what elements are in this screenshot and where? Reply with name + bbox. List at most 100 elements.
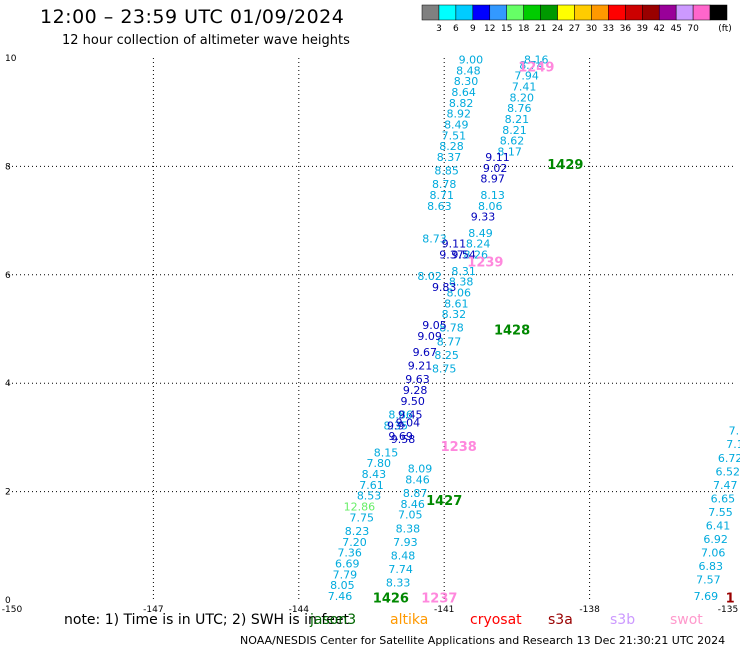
page-title: 12:00 – 23:59 UTC 01/09/2024 xyxy=(40,6,345,28)
colorbar-label: 15 xyxy=(501,24,512,34)
wave-height-point: 7.55 xyxy=(708,506,733,519)
wave-height-point: 9.50 xyxy=(400,395,425,408)
y-tick-label: 0 xyxy=(5,596,11,606)
wave-height-point: 8.74 xyxy=(519,59,544,72)
wave-height-point: 6.65 xyxy=(711,492,736,505)
pass-time-label: 1428 xyxy=(494,323,530,338)
wave-height-point: 6.52 xyxy=(715,465,740,478)
wave-height-point: 9.9 xyxy=(387,419,405,432)
colorbar-swatch xyxy=(506,4,524,21)
wave-height-point: 8.77 xyxy=(437,335,462,348)
wave-height-point: 9.33 xyxy=(471,211,496,224)
colorbar-label: 12 xyxy=(484,24,495,34)
wave-height-point: 6.92 xyxy=(703,533,728,546)
wave-height-point: 8.78 xyxy=(432,178,457,191)
page-subtitle: 12 hour collection of altimeter wave hei… xyxy=(62,33,350,48)
wave-height-point: 8.21 xyxy=(505,113,530,126)
wave-height-point: 8.38 xyxy=(396,522,421,535)
colorbar-swatch xyxy=(523,4,541,21)
legend-cryosat: cryosat xyxy=(470,612,522,628)
wave-height-point: 7.79 xyxy=(333,568,358,581)
wave-height-point: 8.25 xyxy=(434,349,459,362)
wave-height-point: 9.09 xyxy=(417,330,442,343)
colorbar-label: 24 xyxy=(552,24,564,34)
colorbar-label: 9 xyxy=(470,24,476,34)
wave-height-point: 7.93 xyxy=(393,536,418,549)
wave-height-point: 8.28 xyxy=(439,140,464,153)
wave-height-point: 7.46 xyxy=(328,590,353,603)
colorbar-swatch xyxy=(608,4,626,21)
y-tick-label: 6 xyxy=(5,271,11,281)
wave-height-point: 8.71 xyxy=(430,189,455,202)
wave-height-point: 8.24 xyxy=(466,238,491,251)
wave-height-point: 8.32 xyxy=(442,308,467,321)
wave-height-point: 8.53 xyxy=(357,490,382,503)
wave-height-point: 9.05 xyxy=(422,319,447,332)
colorbar-unit: (ft) xyxy=(718,24,732,34)
x-tick-label: -144 xyxy=(289,605,310,615)
wave-height-point: 9.37 xyxy=(439,249,464,262)
colorbar-swatch xyxy=(692,4,711,21)
wave-height-point: 8.09 xyxy=(408,463,433,476)
colorbar-label: 36 xyxy=(620,24,632,34)
wave-height-point: 8.38 xyxy=(449,276,474,289)
pass-time-label: 1426 xyxy=(373,592,409,607)
colorbar-swatch xyxy=(574,4,592,21)
wave-height-point: 7.57 xyxy=(696,574,721,587)
pass-time-label: 1237 xyxy=(421,592,457,607)
wave-height-point: 7.94 xyxy=(514,70,539,83)
x-tick-label: -135 xyxy=(718,605,738,615)
colorbar-label: 6 xyxy=(453,24,459,34)
wave-height-point: 8.76 xyxy=(507,102,532,115)
wave-height-point: 8.87 xyxy=(403,487,428,500)
wave-height-point: 9.83 xyxy=(432,281,457,294)
x-tick-label: -147 xyxy=(143,605,163,615)
wave-height-point: 7.06 xyxy=(701,547,726,560)
wave-height-point: 9.21 xyxy=(408,360,433,373)
x-tick-label: -150 xyxy=(2,605,23,615)
wave-height-point: 8.97 xyxy=(480,173,505,186)
wave-height-point: 8.20 xyxy=(509,91,534,104)
wave-height-point: 8.35 xyxy=(383,419,408,432)
wave-height-point: 8.06 xyxy=(446,286,471,299)
wave-height-point: 8.26 xyxy=(463,249,488,262)
wave-height-point: 8.33 xyxy=(386,576,411,589)
colorbar-swatch xyxy=(675,4,694,21)
wave-height-point: 7.41 xyxy=(512,81,537,94)
colorbar-label: 33 xyxy=(603,24,614,34)
wave-height-point: 7.20 xyxy=(342,536,367,549)
colorbar-label: 3 xyxy=(436,24,442,34)
wave-height-point: 7.51 xyxy=(442,129,467,142)
wave-height-point: 9.11 xyxy=(442,238,467,251)
wave-height-point: 8.78 xyxy=(439,322,464,335)
wave-height-point: 7.36 xyxy=(337,547,362,560)
wave-height-point: 8.05 xyxy=(330,579,355,592)
pass-time-label: 1238 xyxy=(441,440,477,455)
wave-height-point: 8.75 xyxy=(432,362,457,375)
wave-height-point: 8.16 xyxy=(524,53,549,66)
wave-height-point: 9.04 xyxy=(396,417,421,430)
wave-height-point: 9.28 xyxy=(403,384,428,397)
colorbar-swatch xyxy=(540,4,558,21)
colorbar-swatch xyxy=(489,4,507,21)
footer-credit: NOAA/NESDIS Center for Satellite Applica… xyxy=(240,634,726,647)
wave-height-point: 8.06 xyxy=(478,200,503,213)
x-tick-label: -138 xyxy=(579,605,600,615)
wave-height-point: 8.82 xyxy=(449,97,474,110)
colorbar-label: 30 xyxy=(586,24,598,34)
colorbar-swatch xyxy=(557,4,575,21)
wave-height-point: 9.63 xyxy=(405,373,430,386)
wave-height-point: 7.75 xyxy=(350,511,375,524)
wave-height-point: 8.63 xyxy=(427,200,452,213)
wave-height-point: 8.17 xyxy=(497,146,522,159)
wave-height-point: 7.69 xyxy=(694,590,719,603)
colorbar-swatch xyxy=(658,4,677,21)
y-tick-label: 2 xyxy=(5,488,11,498)
wave-height-point: 8.48 xyxy=(391,549,416,562)
wave-height-point: 8.15 xyxy=(374,446,399,459)
wave-height-point: 9.54 xyxy=(451,249,476,262)
wave-height-point: 8.37 xyxy=(437,151,462,164)
pass-time-label: 1 xyxy=(726,592,735,607)
colorbar-label: 39 xyxy=(637,24,649,34)
legend-s3a: s3a xyxy=(548,612,573,628)
